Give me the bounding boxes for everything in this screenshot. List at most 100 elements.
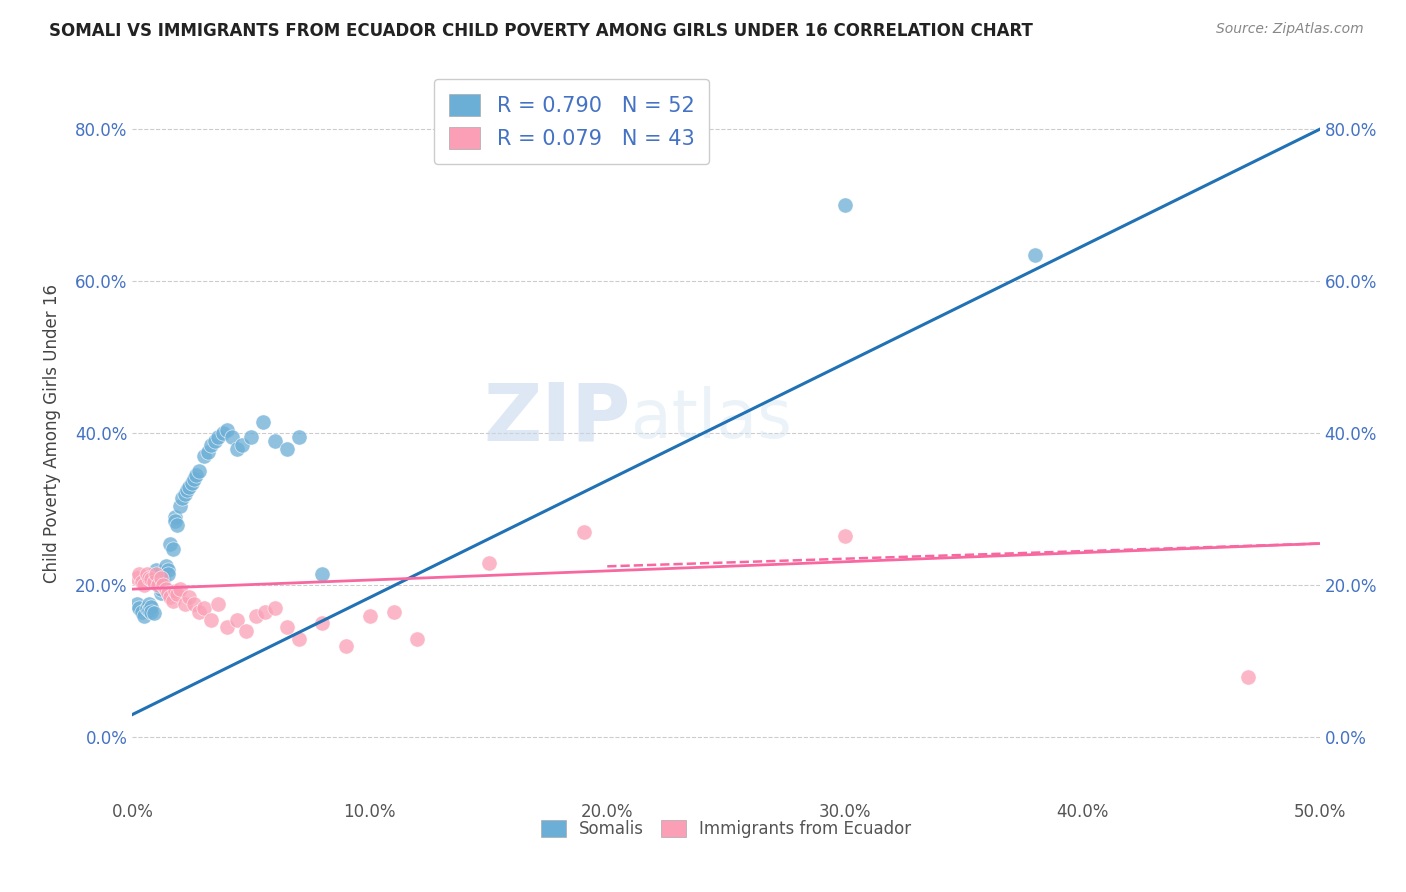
Point [162, 541, 184, 556]
Point [162, 593, 184, 607]
Text: Source: ZipAtlas.com: Source: ZipAtlas.com [1216, 22, 1364, 37]
Point [193, 601, 215, 615]
Point [131, 605, 153, 619]
Point [1237, 669, 1260, 683]
Point [135, 601, 157, 615]
Point [1024, 248, 1046, 262]
Point [165, 510, 187, 524]
Point [166, 517, 188, 532]
Point [156, 566, 179, 581]
Point [263, 601, 285, 615]
Point [152, 578, 174, 592]
Point [179, 590, 201, 604]
Point [263, 434, 285, 448]
Point [207, 430, 229, 444]
Point [148, 578, 170, 592]
Point [145, 566, 167, 581]
Point [169, 582, 191, 596]
Point [183, 598, 205, 612]
Point [134, 578, 156, 592]
Point [245, 608, 267, 623]
Point [276, 442, 298, 456]
Point [834, 529, 856, 543]
Point [200, 438, 222, 452]
Point [217, 620, 239, 634]
Point [207, 598, 229, 612]
Point [165, 584, 187, 599]
Point [225, 442, 247, 456]
Point [176, 483, 198, 498]
Point [169, 499, 191, 513]
Point [141, 599, 163, 614]
Point [173, 598, 195, 612]
Point [335, 639, 357, 653]
Point [149, 582, 172, 596]
Point [138, 598, 160, 612]
Point [149, 571, 172, 585]
Point [134, 608, 156, 623]
Point [127, 598, 149, 612]
Point [155, 559, 177, 574]
Point [156, 563, 179, 577]
Point [406, 632, 429, 646]
Point [131, 574, 153, 589]
Point [142, 574, 165, 589]
Point [183, 472, 205, 486]
Point [148, 578, 170, 592]
Point [572, 525, 595, 540]
Point [165, 514, 187, 528]
Point [204, 434, 226, 448]
Point [187, 464, 209, 478]
Point [152, 574, 174, 589]
Point [156, 586, 179, 600]
Point [141, 605, 163, 619]
Point [186, 468, 208, 483]
Point [197, 445, 219, 459]
Point [287, 430, 309, 444]
Point [276, 620, 298, 634]
Text: atlas: atlas [631, 385, 792, 451]
Point [221, 430, 243, 444]
Point [172, 491, 194, 505]
Point [180, 475, 202, 490]
Point [834, 198, 856, 212]
Point [311, 616, 333, 631]
Point [135, 566, 157, 581]
Point [252, 415, 274, 429]
Point [141, 572, 163, 586]
Point [128, 601, 150, 615]
Point [211, 426, 233, 441]
Text: ZIP: ZIP [484, 380, 631, 458]
Point [155, 582, 177, 596]
Point [145, 563, 167, 577]
Point [142, 607, 165, 621]
Point [217, 423, 239, 437]
Point [159, 590, 181, 604]
Point [254, 605, 277, 619]
Point [235, 624, 257, 638]
Point [127, 571, 149, 585]
Legend: Somalis, Immigrants from Ecuador: Somalis, Immigrants from Ecuador [534, 813, 918, 845]
Point [138, 571, 160, 585]
Point [193, 449, 215, 463]
Point [382, 605, 405, 619]
Point [240, 430, 263, 444]
Point [200, 613, 222, 627]
Point [138, 602, 160, 616]
Point [187, 605, 209, 619]
Point [359, 608, 381, 623]
Point [159, 536, 181, 550]
Point [173, 487, 195, 501]
Point [311, 566, 333, 581]
Point [149, 586, 172, 600]
Point [477, 556, 499, 570]
Point [231, 438, 253, 452]
Point [166, 587, 188, 601]
Point [179, 479, 201, 493]
Y-axis label: Child Poverty Among Girls Under 16: Child Poverty Among Girls Under 16 [44, 284, 60, 582]
Text: SOMALI VS IMMIGRANTS FROM ECUADOR CHILD POVERTY AMONG GIRLS UNDER 16 CORRELATION: SOMALI VS IMMIGRANTS FROM ECUADOR CHILD … [49, 22, 1033, 40]
Point [225, 613, 247, 627]
Point [128, 566, 150, 581]
Point [287, 632, 309, 646]
Point [145, 566, 167, 581]
